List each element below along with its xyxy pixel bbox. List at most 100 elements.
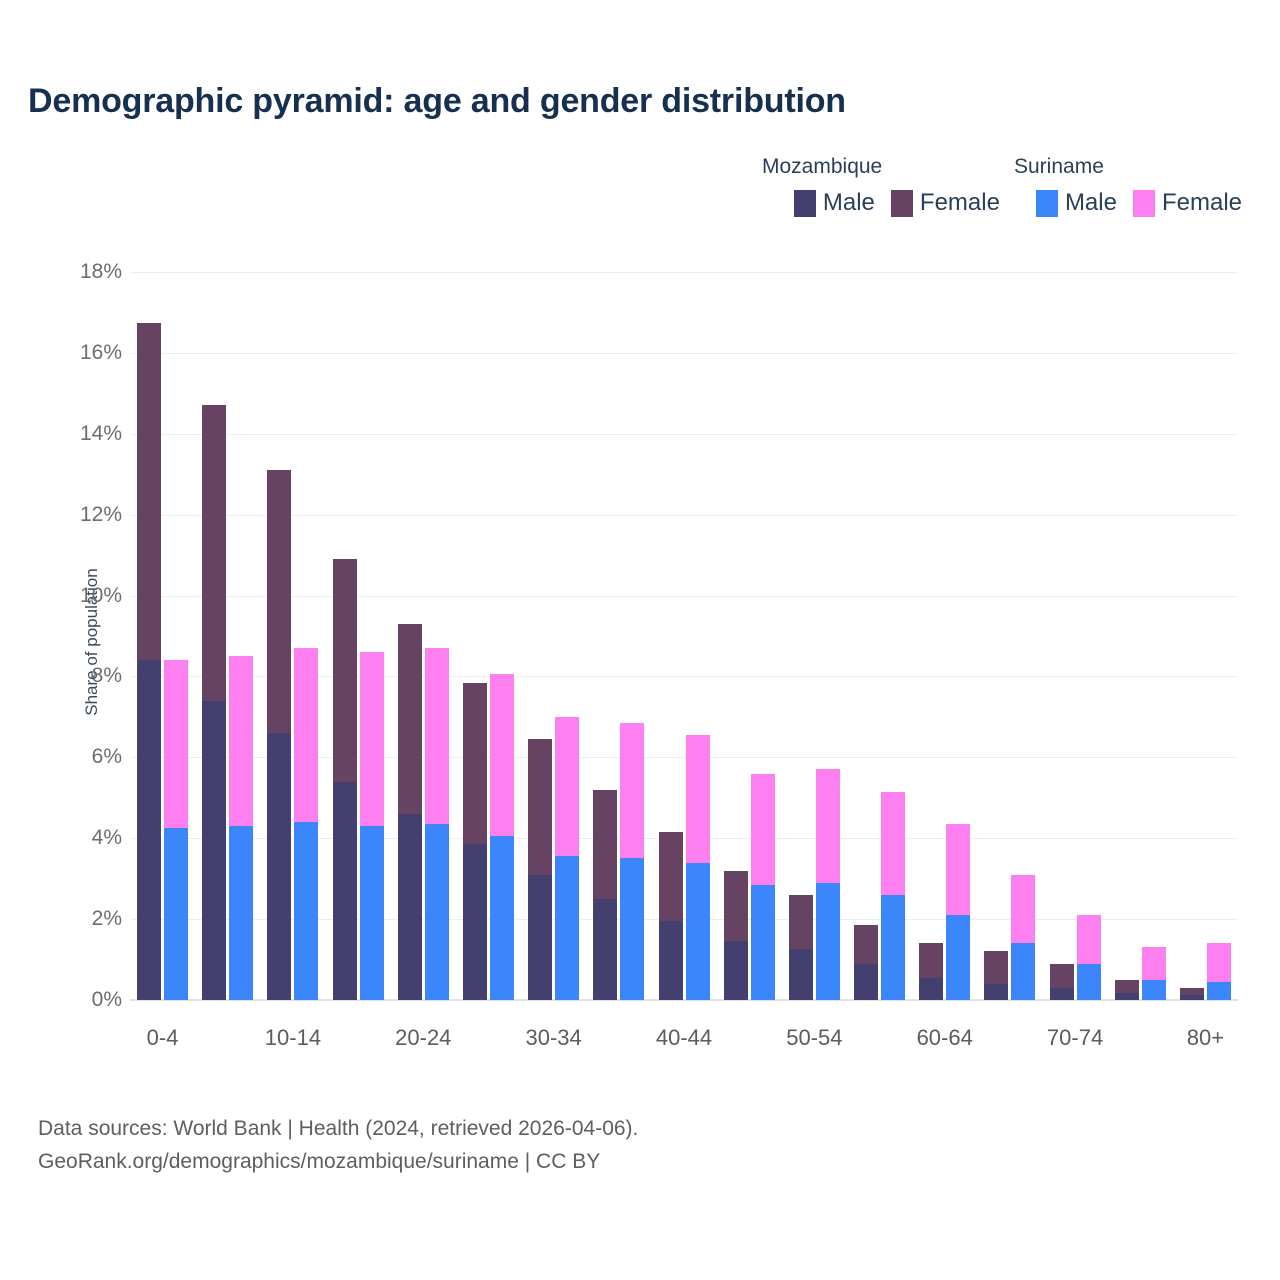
bar-segment-suriname-female[interactable]	[1076, 915, 1101, 964]
bar-segment-suriname-male[interactable]	[815, 882, 840, 1000]
bar-mozambique[interactable]	[984, 951, 1009, 1000]
bar-segment-mozambique-female[interactable]	[1179, 987, 1204, 996]
bar-segment-suriname-female[interactable]	[229, 656, 254, 827]
bar-segment-mozambique-female[interactable]	[919, 943, 944, 978]
bar-suriname[interactable]	[685, 735, 710, 1000]
bar-segment-mozambique-male[interactable]	[854, 963, 879, 1000]
bar-segment-mozambique-male[interactable]	[658, 921, 683, 1000]
bar-segment-mozambique-male[interactable]	[788, 949, 813, 1000]
bar-segment-suriname-female[interactable]	[164, 660, 189, 829]
bar-segment-mozambique-male[interactable]	[1114, 992, 1139, 1000]
bar-suriname[interactable]	[750, 773, 775, 1000]
bar-segment-mozambique-male[interactable]	[984, 983, 1009, 1000]
bar-suriname[interactable]	[815, 769, 840, 1000]
bar-segment-mozambique-female[interactable]	[723, 870, 748, 942]
bar-segment-mozambique-male[interactable]	[137, 660, 162, 1000]
bar-segment-mozambique-male[interactable]	[462, 844, 487, 1000]
bar-segment-mozambique-female[interactable]	[788, 894, 813, 950]
bar-segment-mozambique-female[interactable]	[658, 832, 683, 922]
bar-mozambique[interactable]	[788, 894, 813, 1000]
bar-segment-suriname-male[interactable]	[359, 826, 384, 1000]
bar-suriname[interactable]	[1141, 947, 1166, 1000]
bar-suriname[interactable]	[164, 660, 189, 1000]
bar-segment-mozambique-female[interactable]	[528, 739, 553, 875]
bar-segment-suriname-female[interactable]	[685, 735, 710, 863]
bar-mozambique[interactable]	[267, 470, 292, 1000]
bar-segment-mozambique-female[interactable]	[332, 559, 357, 782]
bar-suriname[interactable]	[489, 674, 514, 1000]
bar-segment-suriname-male[interactable]	[1076, 963, 1101, 1000]
legend-entry-mozambique-female[interactable]: Female	[890, 189, 1000, 217]
bar-segment-mozambique-female[interactable]	[593, 789, 618, 899]
bar-segment-suriname-male[interactable]	[881, 894, 906, 1000]
bar-suriname[interactable]	[881, 791, 906, 1000]
bar-segment-mozambique-male[interactable]	[267, 733, 292, 1000]
bar-segment-suriname-female[interactable]	[424, 648, 449, 825]
legend-entry-suriname-male[interactable]: Male	[1035, 189, 1117, 217]
bar-segment-suriname-male[interactable]	[164, 828, 189, 1000]
bar-segment-suriname-female[interactable]	[881, 791, 906, 895]
bar-segment-mozambique-female[interactable]	[854, 925, 879, 964]
bar-segment-mozambique-female[interactable]	[1049, 963, 1074, 988]
bar-segment-suriname-female[interactable]	[620, 722, 645, 859]
bar-segment-suriname-male[interactable]	[685, 862, 710, 1000]
bar-segment-suriname-male[interactable]	[620, 858, 645, 1000]
bar-segment-mozambique-female[interactable]	[137, 322, 162, 661]
bar-segment-suriname-female[interactable]	[1141, 947, 1166, 980]
bar-segment-suriname-male[interactable]	[229, 826, 254, 1000]
bar-mozambique[interactable]	[658, 832, 683, 1000]
bar-segment-suriname-female[interactable]	[489, 674, 514, 837]
bar-segment-mozambique-male[interactable]	[1179, 995, 1204, 1000]
bar-segment-mozambique-male[interactable]	[332, 781, 357, 1000]
bar-segment-mozambique-male[interactable]	[528, 874, 553, 1000]
bar-segment-suriname-male[interactable]	[1206, 981, 1231, 1000]
bar-segment-mozambique-female[interactable]	[462, 682, 487, 845]
bar-segment-mozambique-female[interactable]	[984, 951, 1009, 984]
bar-segment-suriname-male[interactable]	[294, 822, 319, 1000]
bar-suriname[interactable]	[946, 824, 971, 1000]
bar-suriname[interactable]	[294, 648, 319, 1000]
legend-entry-suriname-female[interactable]: Female	[1132, 189, 1242, 217]
bar-suriname[interactable]	[424, 648, 449, 1000]
bar-segment-suriname-male[interactable]	[1141, 979, 1166, 1000]
bar-segment-suriname-male[interactable]	[489, 836, 514, 1000]
bar-suriname[interactable]	[555, 716, 580, 1000]
bar-segment-suriname-female[interactable]	[1206, 943, 1231, 982]
bar-segment-suriname-male[interactable]	[555, 856, 580, 1000]
bar-mozambique[interactable]	[137, 322, 162, 1000]
bar-mozambique[interactable]	[854, 925, 879, 1000]
bar-segment-mozambique-male[interactable]	[397, 813, 422, 1000]
bar-segment-suriname-male[interactable]	[1011, 943, 1036, 1000]
bar-segment-mozambique-male[interactable]	[1049, 987, 1074, 1000]
bar-suriname[interactable]	[1206, 943, 1231, 1000]
bar-segment-suriname-female[interactable]	[359, 652, 384, 827]
bar-segment-mozambique-female[interactable]	[397, 623, 422, 814]
bar-mozambique[interactable]	[332, 559, 357, 1000]
bar-segment-suriname-female[interactable]	[1011, 874, 1036, 944]
bar-suriname[interactable]	[1076, 915, 1101, 1000]
bar-suriname[interactable]	[229, 656, 254, 1000]
bar-segment-suriname-male[interactable]	[750, 884, 775, 1000]
bar-suriname[interactable]	[359, 652, 384, 1000]
bar-segment-mozambique-female[interactable]	[267, 470, 292, 734]
bar-mozambique[interactable]	[528, 739, 553, 1000]
bar-mozambique[interactable]	[723, 870, 748, 1000]
bar-segment-mozambique-male[interactable]	[202, 700, 227, 1000]
bar-mozambique[interactable]	[202, 405, 227, 1000]
bar-segment-mozambique-male[interactable]	[723, 941, 748, 1000]
bar-segment-suriname-female[interactable]	[750, 773, 775, 885]
bar-mozambique[interactable]	[1049, 963, 1074, 1000]
bar-suriname[interactable]	[1011, 874, 1036, 1000]
bar-segment-mozambique-male[interactable]	[919, 977, 944, 1000]
bar-segment-suriname-male[interactable]	[424, 824, 449, 1000]
bar-segment-suriname-female[interactable]	[946, 824, 971, 916]
bar-segment-mozambique-male[interactable]	[593, 898, 618, 1000]
bar-segment-suriname-female[interactable]	[815, 769, 840, 883]
bar-suriname[interactable]	[620, 722, 645, 1000]
bar-segment-mozambique-female[interactable]	[202, 405, 227, 701]
bar-mozambique[interactable]	[397, 623, 422, 1000]
bar-mozambique[interactable]	[1179, 987, 1204, 1000]
bar-segment-suriname-female[interactable]	[555, 716, 580, 857]
bar-mozambique[interactable]	[919, 943, 944, 1000]
bar-segment-mozambique-female[interactable]	[1114, 979, 1139, 993]
